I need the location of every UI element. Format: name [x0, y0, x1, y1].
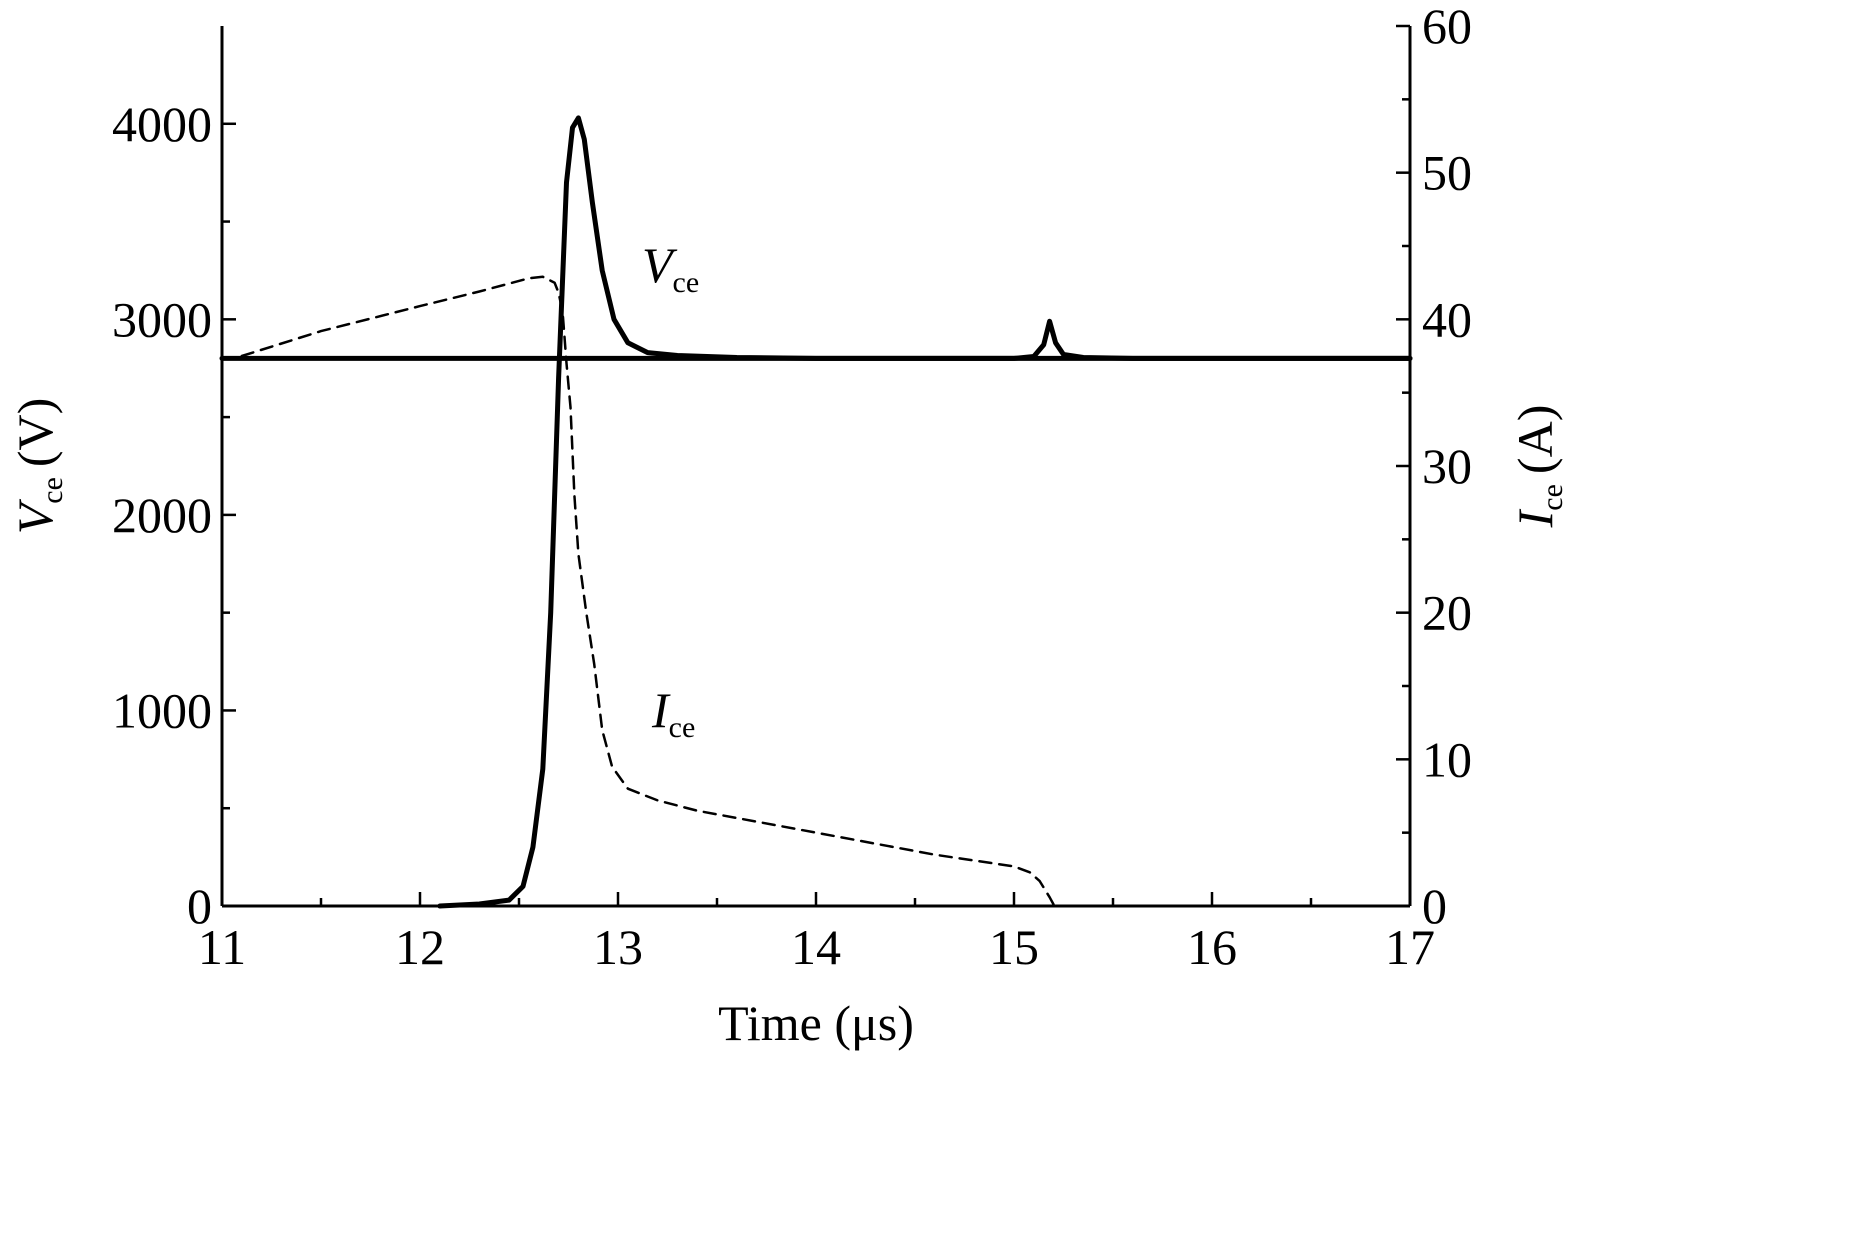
x-tick-label: 17 [1385, 919, 1435, 975]
y-axis-left-symbol: V [7, 498, 63, 534]
y-right-tick-label: 60 [1422, 0, 1472, 54]
x-tick-label: 15 [989, 919, 1039, 975]
y-axis-left-unit: (V) [7, 398, 63, 467]
y-axis-right-unit: (A) [1507, 405, 1563, 474]
y-right-tick-label: 0 [1422, 878, 1447, 934]
x-tick-label: 14 [791, 919, 841, 975]
y-left-tick-label: 2000 [112, 487, 212, 543]
y-left-tick-label: 4000 [112, 96, 212, 152]
y-ticks-right: 0 10 20 30 40 50 60 [1396, 0, 1472, 934]
y-axis-right-symbol: I [1507, 508, 1563, 528]
vce-series-label: Vce [642, 237, 699, 299]
y-left-tick-label: 3000 [112, 291, 212, 347]
x-tick-label: 16 [1187, 919, 1237, 975]
series-layer [219, 115, 1413, 909]
x-tick-label: 13 [593, 919, 643, 975]
y-right-tick-label: 50 [1422, 145, 1472, 201]
x-axis-title: Time (μs) [718, 995, 914, 1051]
y-axis-right-subscript: ce [1536, 484, 1569, 511]
y-axis-right-title: Ice (A) [1507, 405, 1569, 529]
y-ticks-left: 0 1000 2000 3000 4000 [112, 96, 236, 934]
y-right-tick-label: 30 [1422, 438, 1472, 494]
x-tick-label: 11 [198, 919, 246, 975]
series-line-v-ce [437, 115, 1413, 909]
svg-text:Vce(V): Vce (V) [7, 398, 69, 535]
x-ticks: 11 12 13 14 15 16 17 [198, 892, 1435, 975]
y-right-tick-label: 10 [1422, 731, 1472, 787]
plot-area: 11 12 13 14 15 16 17 0 1000 2000 3000 4000 0 10 20 30… [112, 0, 1472, 975]
series-line-i-ce [240, 275, 1055, 906]
ice-series-label: Ice [651, 682, 695, 744]
y-left-tick-label: 0 [187, 878, 212, 934]
y-right-tick-label: 20 [1422, 585, 1472, 641]
y-left-tick-label: 1000 [112, 682, 212, 738]
x-tick-label: 12 [395, 919, 445, 975]
y-axis-left-subscript: ce [36, 477, 69, 504]
y-right-tick-label: 40 [1422, 291, 1472, 347]
svg-text:Ice(A): Ice (A) [1507, 405, 1569, 529]
y-axis-left-title: Vce (V) [7, 398, 69, 535]
